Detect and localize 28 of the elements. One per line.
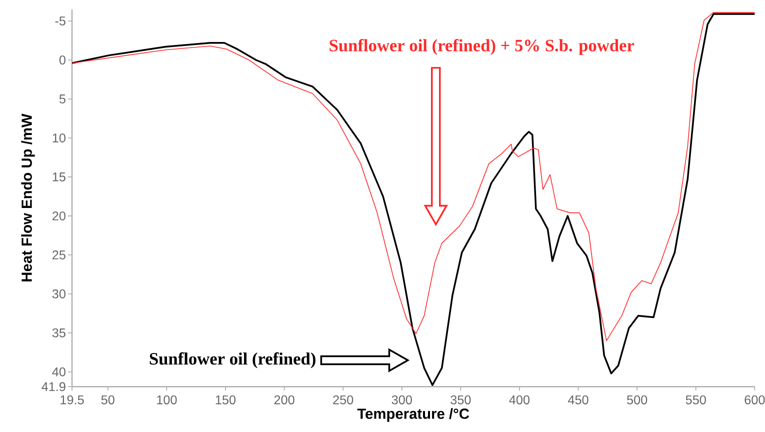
y-axis-title: Heat Flow Endo Up /mW [21, 114, 35, 282]
y-tick-label: 35 [52, 328, 66, 338]
y-tick-label: -5 [55, 16, 66, 26]
y-tick-label: 25 [52, 250, 66, 260]
y-tick-label: 5 [59, 94, 66, 104]
x-tick-label: 550 [686, 395, 706, 404]
x-tick-label: 500 [627, 395, 648, 404]
y-tick-label: 30 [52, 289, 66, 298]
x-tick-label: 200 [274, 395, 294, 404]
x-tick-label: 300 [392, 395, 412, 404]
x-tick-label: 150 [216, 395, 236, 404]
y-tick-label: 15 [52, 172, 66, 182]
y-tick-label: 41.9 [42, 382, 66, 392]
annotation: Sunflower oil (refined) [150, 352, 316, 368]
y-tick-label: 10 [52, 133, 66, 142]
y-tick-label: 0 [59, 56, 66, 64]
x-tick-label: 50 [101, 395, 114, 404]
x-tick-label: 450 [568, 395, 588, 404]
x-tick-label: 100 [157, 395, 177, 404]
y-tick-label: 40 [52, 367, 66, 376]
annotation: Sunflower oil (refined) + 5% S.b. powder [330, 38, 634, 55]
x-axis-title: Temperature /°C [357, 408, 470, 422]
x-tick-label: 600 [744, 395, 765, 404]
y-tick-label: 20 [52, 211, 66, 220]
x-tick-label: 19.5 [60, 395, 84, 404]
x-tick-label: 350 [450, 395, 471, 404]
x-tick-label: 400 [509, 395, 530, 404]
x-tick-label: 250 [333, 395, 354, 404]
